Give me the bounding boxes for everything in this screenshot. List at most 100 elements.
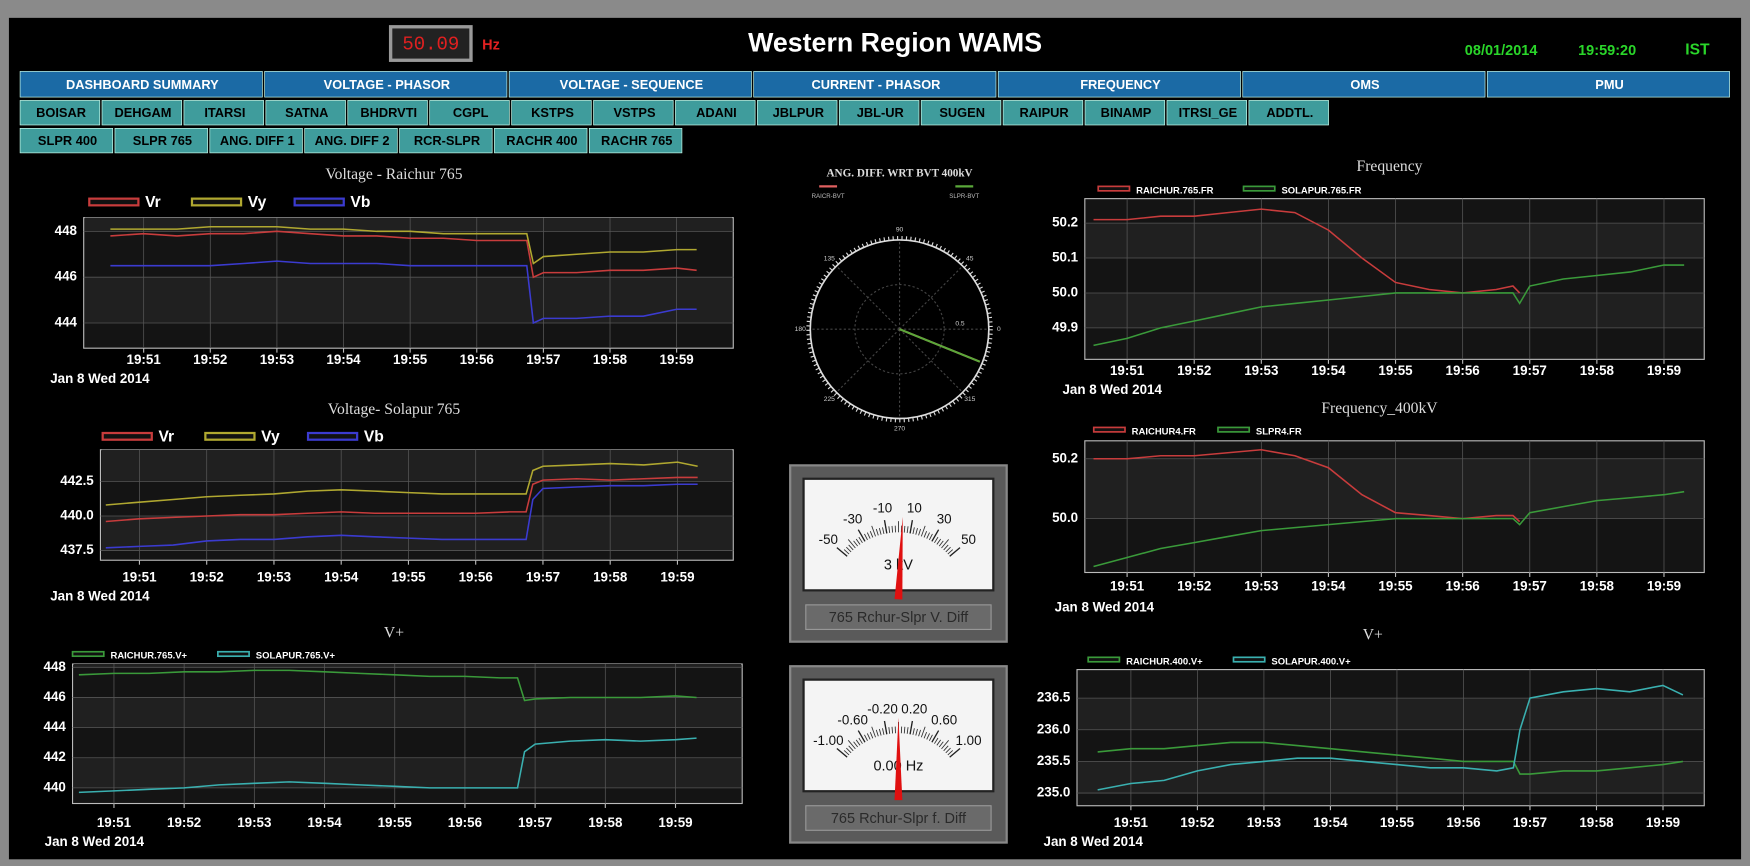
- tab[interactable]: [838, 100, 920, 126]
- tab[interactable]: [920, 100, 1002, 126]
- x-tick-label: 19:56: [459, 570, 493, 585]
- legend-swatch: [1242, 185, 1276, 192]
- tab[interactable]: [593, 100, 674, 126]
- tab[interactable]: [19, 71, 263, 98]
- tab[interactable]: [19, 100, 101, 126]
- tab[interactable]: [997, 71, 1241, 98]
- tab-label[interactable]: DEHGAM: [114, 105, 171, 120]
- tab-label[interactable]: SATNA: [285, 105, 328, 120]
- tab-label[interactable]: RCR-SLPR: [414, 133, 480, 148]
- y-tick-label: 442: [44, 749, 66, 764]
- tab-label[interactable]: ITRSI_GE: [1179, 105, 1238, 120]
- tab[interactable]: [265, 100, 346, 126]
- tab[interactable]: [1242, 71, 1486, 98]
- tab-label[interactable]: KSTPS: [531, 105, 574, 120]
- tab-label[interactable]: SLPR 765: [133, 133, 192, 148]
- minor-tick: [947, 750, 954, 756]
- x-tick-label: 19:56: [448, 815, 482, 830]
- legend-label: Vr: [145, 194, 161, 211]
- tab-label[interactable]: SLPR 400: [38, 133, 97, 148]
- tab-label[interactable]: ITARSI: [204, 105, 245, 120]
- minor-tick: [934, 536, 939, 544]
- minor-tick: [846, 747, 852, 754]
- x-tick-label: 19:53: [1244, 363, 1278, 378]
- tab[interactable]: [1486, 71, 1730, 98]
- tab[interactable]: [1084, 100, 1166, 126]
- tab-label[interactable]: ANG. DIFF 2: [315, 133, 390, 148]
- grid-spoke: [899, 328, 964, 393]
- tab[interactable]: [757, 100, 838, 126]
- grid-band: [1078, 698, 1704, 730]
- tab[interactable]: [494, 128, 588, 154]
- tab-label[interactable]: BHDRVTI: [360, 105, 417, 120]
- x-tick-label: 19:57: [1513, 815, 1547, 830]
- y-tick-label: 236.5: [1037, 690, 1071, 705]
- gauge-tick: [883, 720, 888, 735]
- tab-label[interactable]: BINAMP: [1101, 105, 1152, 120]
- tab[interactable]: [114, 128, 208, 154]
- x-tick-label: 19:51: [1110, 363, 1145, 378]
- gauge-tick: [909, 720, 914, 735]
- tab-label[interactable]: JBL-UR: [857, 105, 904, 120]
- tab-label[interactable]: OMS: [1350, 77, 1380, 92]
- tab-label[interactable]: FREQUENCY: [1080, 77, 1161, 92]
- tab[interactable]: [183, 100, 264, 126]
- tab[interactable]: [209, 128, 303, 154]
- gauge-tick-label: 50: [961, 532, 976, 547]
- tab-label[interactable]: CURRENT - PHASOR: [811, 77, 940, 92]
- tab-label[interactable]: ADDTL.: [1266, 105, 1313, 120]
- legend-label: Vr: [158, 429, 174, 446]
- y-tick-label: 448: [44, 659, 67, 674]
- minor-tick: [869, 531, 874, 538]
- legend-label: RAICHUR.765.FR: [1136, 185, 1214, 196]
- tab-label[interactable]: SUGEN: [939, 105, 985, 120]
- tab[interactable]: [304, 128, 398, 154]
- tab-label[interactable]: VOLTAGE - PHASOR: [324, 77, 450, 92]
- gauge-tick-label: -30: [843, 512, 862, 527]
- tab-label[interactable]: JBLPUR: [773, 105, 824, 120]
- minor-tick: [855, 538, 861, 545]
- tab[interactable]: [399, 128, 493, 154]
- tab[interactable]: [1166, 100, 1247, 126]
- x-tick-label: 19:55: [391, 570, 426, 585]
- tab-label[interactable]: VSTPS: [613, 105, 656, 120]
- date: 08/01/2014: [1465, 43, 1538, 59]
- tab[interactable]: [753, 71, 997, 98]
- legend-label: Vy: [248, 194, 267, 211]
- x-tick-label: 19:58: [1580, 579, 1615, 594]
- tab-label[interactable]: RACHR 400: [506, 133, 577, 148]
- minor-tick: [938, 741, 944, 748]
- chart-title: V+: [384, 624, 404, 641]
- tab-label[interactable]: ADANI: [696, 105, 737, 120]
- tab[interactable]: [1248, 100, 1329, 126]
- tab[interactable]: [675, 100, 756, 126]
- minor-tick: [875, 729, 879, 737]
- tab[interactable]: [101, 100, 183, 126]
- minor-tick: [882, 527, 885, 535]
- tab-label[interactable]: VOLTAGE - SEQUENCE: [560, 77, 704, 92]
- minor-tick: [923, 531, 928, 538]
- minor-tick: [847, 539, 856, 549]
- tab-label[interactable]: BOISAR: [36, 105, 86, 120]
- tab-label[interactable]: ANG. DIFF 1: [220, 133, 295, 148]
- tab-label[interactable]: RACHR 765: [601, 133, 672, 148]
- tab[interactable]: [264, 71, 508, 98]
- tab[interactable]: [511, 100, 592, 126]
- tab[interactable]: [588, 128, 683, 154]
- tab[interactable]: [429, 100, 510, 126]
- tab[interactable]: [347, 100, 428, 126]
- tab-label[interactable]: CGPL: [453, 105, 489, 120]
- tab[interactable]: [1002, 100, 1084, 126]
- gauge-tick: [836, 747, 848, 758]
- x-tick-label: 19:57: [1513, 579, 1547, 594]
- tab[interactable]: [19, 128, 114, 154]
- legend-label: SOLAPUR.400.V+: [1271, 656, 1351, 667]
- tab-label[interactable]: PMU: [1595, 77, 1624, 92]
- tab-label[interactable]: RAIPUR: [1019, 105, 1068, 120]
- x-tick-label: 19:54: [326, 352, 361, 367]
- minor-tick: [928, 533, 933, 541]
- tab[interactable]: [508, 71, 752, 98]
- legend-swatch: [217, 650, 250, 658]
- tab-label[interactable]: DASHBOARD SUMMARY: [66, 77, 219, 92]
- minor-tick: [858, 737, 863, 744]
